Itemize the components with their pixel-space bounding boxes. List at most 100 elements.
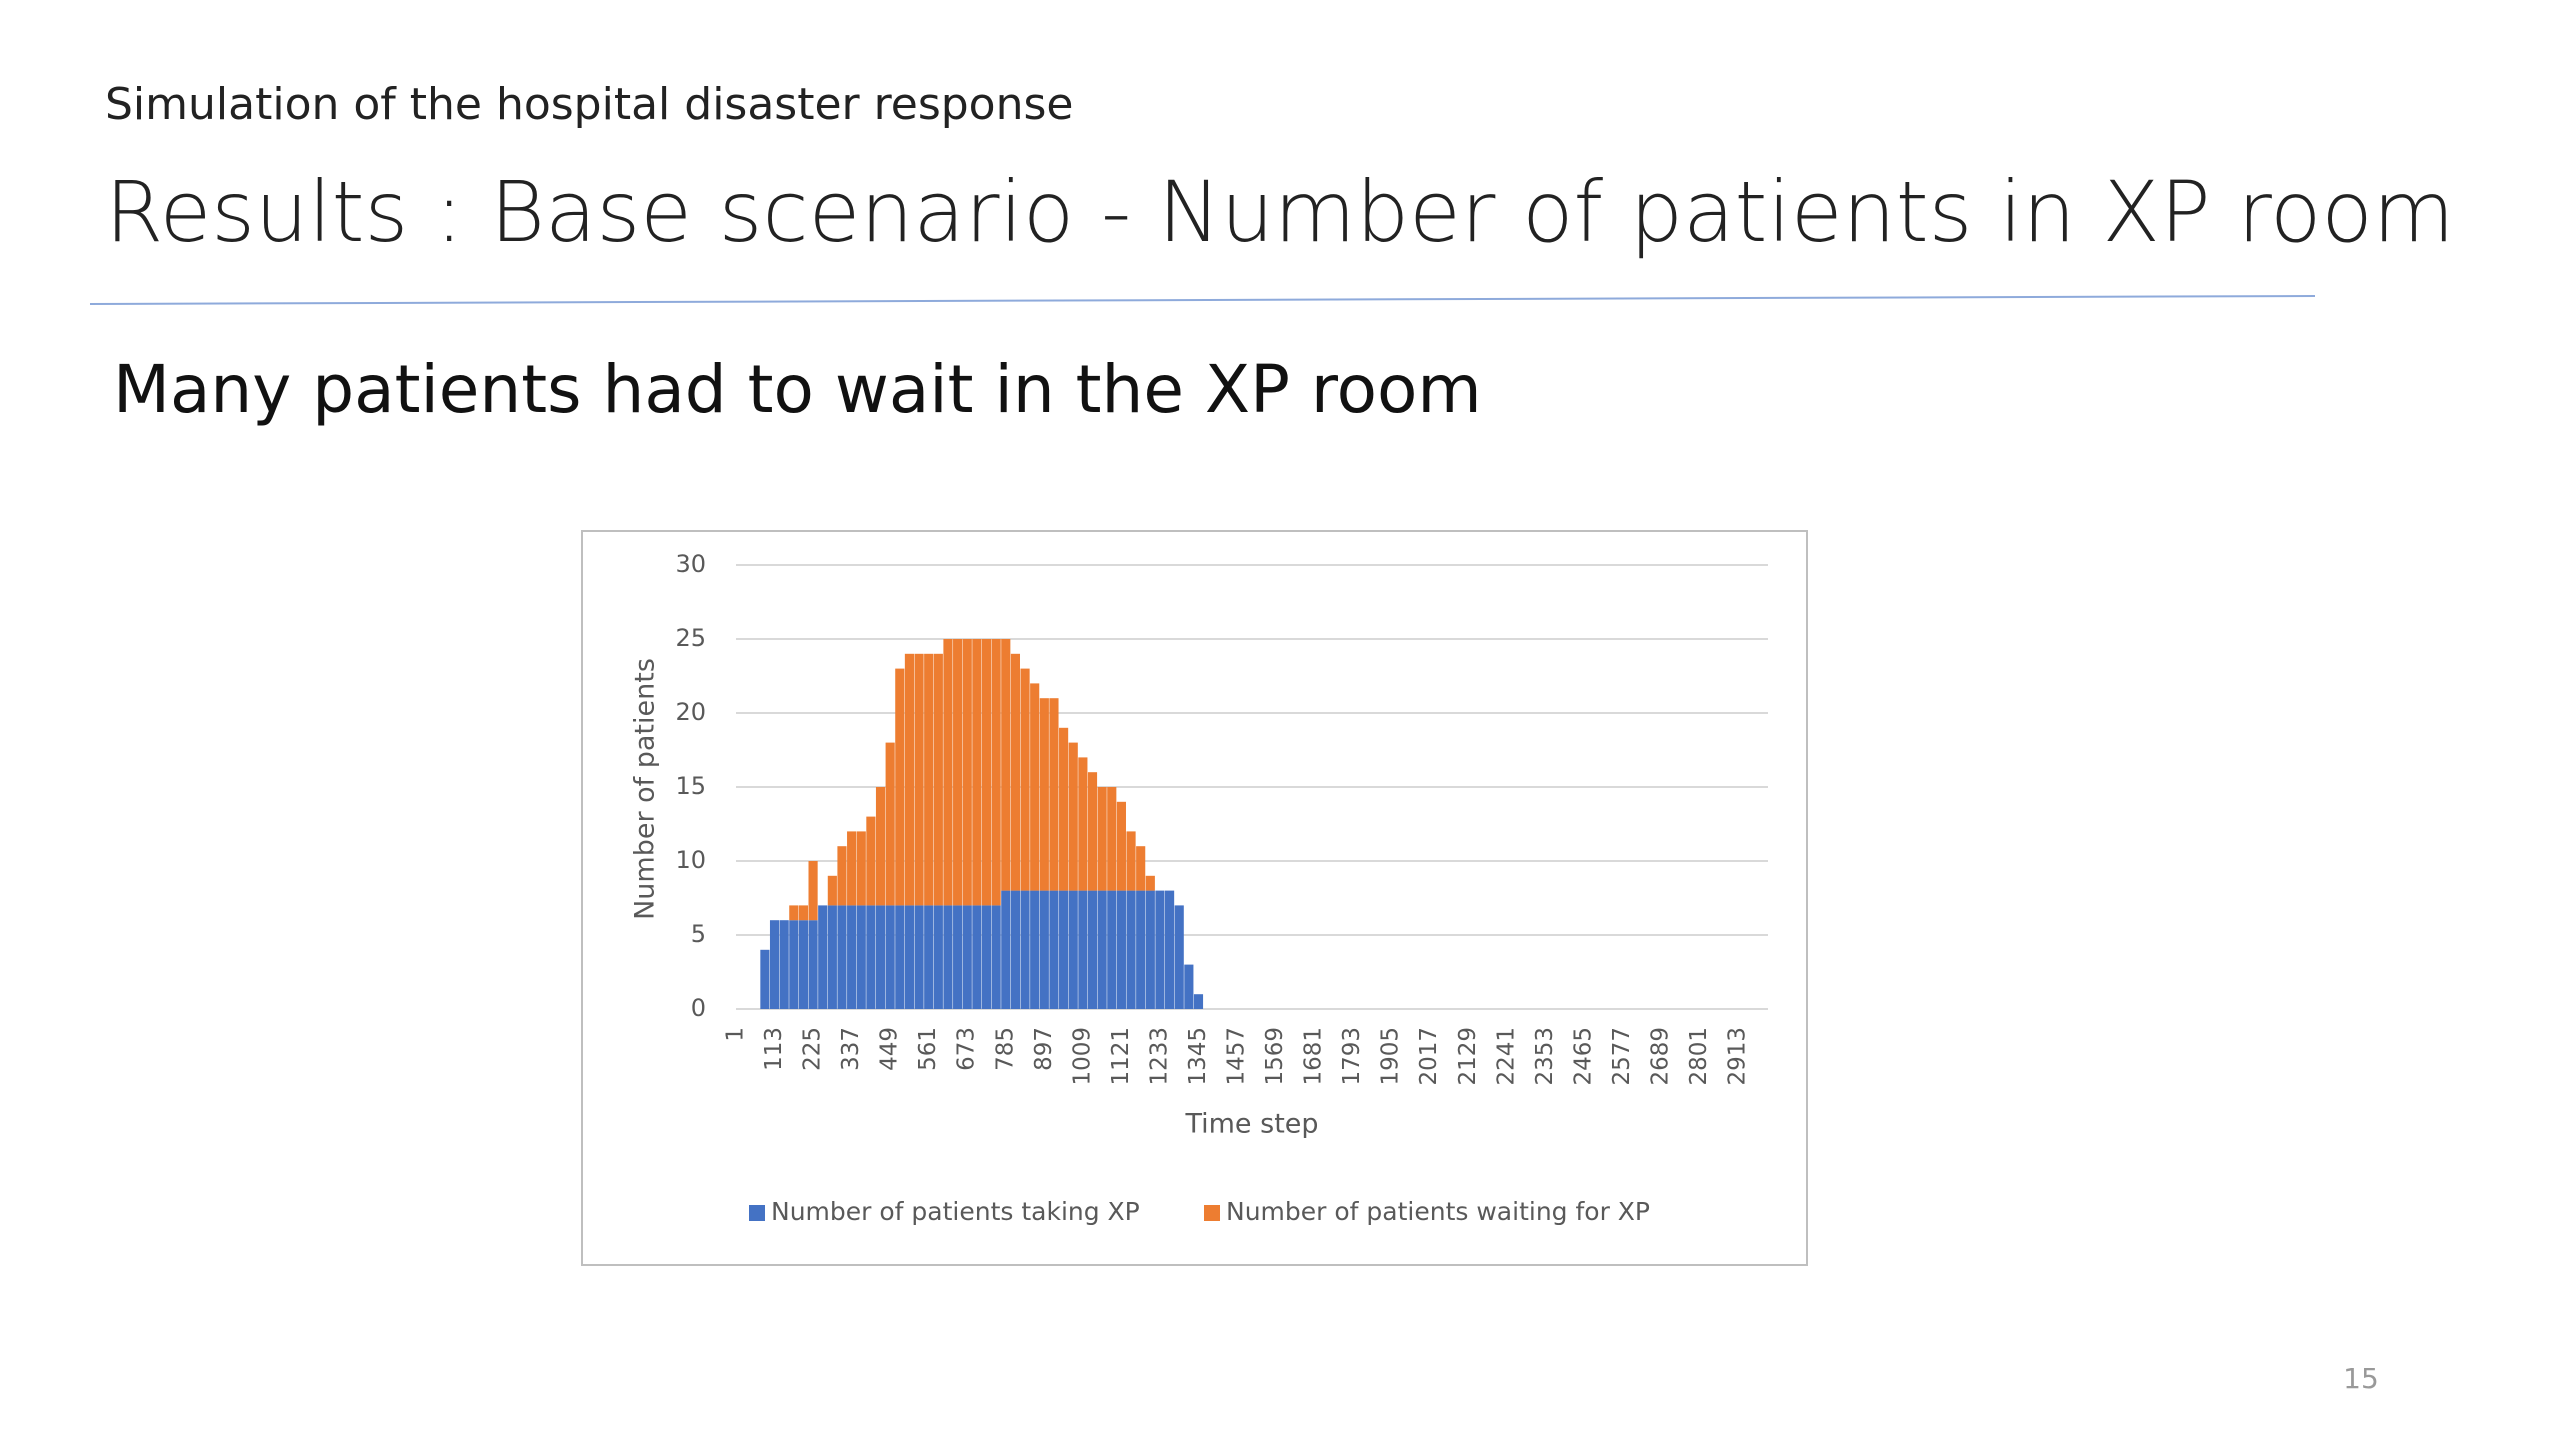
bar-segment xyxy=(1010,653,1020,891)
y-tick-label: 10 xyxy=(675,846,706,874)
x-tick-label: 2801 xyxy=(1686,1027,1712,1086)
bar-segment xyxy=(904,653,915,906)
y-tick-label: 0 xyxy=(691,994,706,1022)
x-tick-label: 1457 xyxy=(1224,1027,1250,1086)
bar-segment xyxy=(808,861,818,921)
bar-segment xyxy=(1030,890,1040,1009)
x-tick-label: 225 xyxy=(800,1027,826,1071)
bar-segment xyxy=(1136,846,1146,891)
bar-segment xyxy=(1145,890,1155,1009)
bar-segment xyxy=(856,831,866,906)
bar-segment xyxy=(1126,831,1136,891)
bar-segment xyxy=(933,653,943,906)
bar-segment xyxy=(953,905,963,1009)
x-tick-label: 2689 xyxy=(1647,1027,1673,1086)
legend-label: Number of patients taking XP xyxy=(771,1197,1140,1226)
bar-segment xyxy=(962,639,972,906)
x-tick-label: 337 xyxy=(838,1027,864,1071)
bar-segment xyxy=(1049,698,1059,891)
bar-segment xyxy=(1039,890,1049,1009)
x-tick-label: 673 xyxy=(954,1027,980,1071)
bar-segment xyxy=(1193,994,1204,1009)
x-tick-label: 2577 xyxy=(1609,1027,1635,1086)
bar-segment xyxy=(837,905,847,1009)
bar-segment xyxy=(875,787,886,906)
x-tick-label: 1345 xyxy=(1185,1027,1211,1086)
x-tick-label: 1905 xyxy=(1378,1027,1404,1086)
x-axis-title: Time step xyxy=(1184,1109,1318,1140)
bar-segment xyxy=(847,905,857,1009)
slide-title: Results : Base scenario - Number of pati… xyxy=(105,163,2455,261)
bar-segment xyxy=(1184,964,1194,1009)
bar-segment xyxy=(1068,742,1078,891)
bar-segment xyxy=(981,905,992,1009)
bar-segment xyxy=(885,905,895,1009)
y-tick-label: 15 xyxy=(675,772,706,800)
bullet: Many patients had to wait in the XP room xyxy=(113,351,1482,428)
bar-segment xyxy=(1097,787,1107,891)
bar-segment xyxy=(1087,890,1098,1009)
bar-segment xyxy=(827,875,837,906)
bar-segment xyxy=(943,639,953,906)
chart-frame xyxy=(581,530,1808,1266)
x-tick-label: 561 xyxy=(915,1027,941,1071)
bar-segment xyxy=(1107,890,1117,1009)
bar-segment xyxy=(1155,890,1165,1009)
x-tick-label: 2017 xyxy=(1416,1027,1442,1086)
bar-segment xyxy=(1039,698,1049,891)
x-tick-label: 113 xyxy=(761,1027,787,1071)
bar-segment xyxy=(789,920,799,1009)
bar-segment xyxy=(1059,890,1069,1009)
y-axis-title: Number of patients xyxy=(630,658,661,920)
x-tick-label: 449 xyxy=(877,1027,903,1071)
bar-segment xyxy=(943,905,953,1009)
y-tick-label: 20 xyxy=(675,698,706,726)
bar-segment xyxy=(991,639,1001,906)
bar-segment xyxy=(789,905,799,921)
bar-segment xyxy=(875,905,886,1009)
bar-segment xyxy=(1020,890,1030,1009)
x-tick-label: 1009 xyxy=(1069,1027,1095,1086)
bar-segment xyxy=(1078,890,1088,1009)
bar-segment xyxy=(1165,890,1175,1009)
x-tick-label: 1793 xyxy=(1339,1027,1365,1086)
bar-segment xyxy=(962,905,972,1009)
bar-segment xyxy=(1136,890,1146,1009)
bar-segment xyxy=(914,653,924,906)
x-tick-label: 2129 xyxy=(1455,1027,1481,1086)
y-tick-label: 25 xyxy=(675,624,706,652)
bar-segment xyxy=(1116,890,1126,1009)
title-rule xyxy=(89,295,2316,305)
bar-segment xyxy=(972,639,982,906)
page-number: 15 xyxy=(2343,1362,2379,1395)
y-tick-label: 5 xyxy=(691,920,706,948)
bar-segment xyxy=(1010,890,1020,1009)
bar-segment xyxy=(1174,905,1184,1009)
bar-segment xyxy=(847,831,857,906)
bar-segment xyxy=(837,846,847,906)
bar-segment xyxy=(798,920,809,1009)
y-tick-label: 30 xyxy=(675,550,706,578)
bar-segment xyxy=(769,920,780,1009)
x-tick-label: 2465 xyxy=(1570,1027,1596,1086)
bar-segment xyxy=(1001,639,1011,891)
bar-segment xyxy=(1087,772,1098,891)
x-tick-label: 1 xyxy=(723,1027,749,1042)
bar-segment xyxy=(1116,801,1126,891)
legend-swatch xyxy=(749,1205,765,1221)
bar-segment xyxy=(924,653,934,906)
chart: 0 5 10 15 20 25 30 1 113 225 337 449 561 673 785 897 100… xyxy=(630,550,1768,1226)
bar-segment xyxy=(953,639,963,906)
bar-segment xyxy=(1078,757,1088,891)
bar-segment xyxy=(904,905,915,1009)
x-tick-label: 2353 xyxy=(1532,1027,1558,1086)
bar-segment xyxy=(885,742,895,906)
bar-segment xyxy=(1030,683,1040,891)
bar-segment xyxy=(866,816,876,906)
bar-segment xyxy=(991,905,1001,1009)
bar-segment xyxy=(1068,890,1078,1009)
x-tick-label: 1569 xyxy=(1262,1027,1288,1086)
bar-segment xyxy=(1059,727,1069,891)
